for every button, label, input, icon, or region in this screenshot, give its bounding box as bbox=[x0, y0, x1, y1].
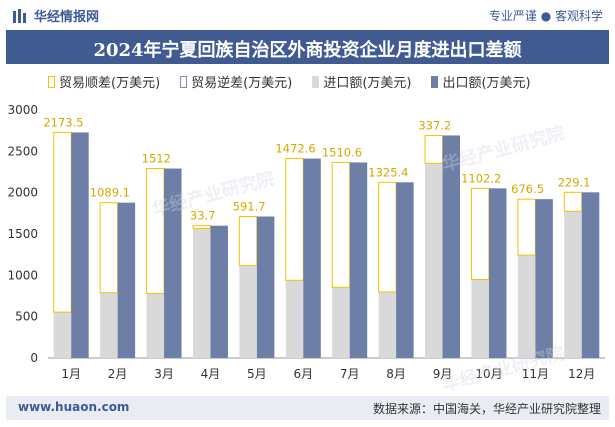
x-tick-label: 5月 bbox=[247, 367, 267, 381]
legend-swatch-surplus bbox=[48, 75, 55, 88]
bar-imports bbox=[100, 292, 118, 358]
title-bar: 2024年宁夏回族自治区外商投资企业月度进出口差额 bbox=[6, 30, 609, 64]
x-tick-label: 11月 bbox=[522, 367, 549, 381]
x-tick-label: 6月 bbox=[293, 367, 313, 381]
legend-swatch-deficit bbox=[180, 75, 188, 88]
bar-surplus bbox=[99, 202, 119, 294]
legend-item-exports: 出口额(万美元) bbox=[431, 72, 531, 91]
x-tick-label: 9月 bbox=[433, 367, 453, 381]
bar-surplus bbox=[53, 131, 72, 313]
bar-imports bbox=[425, 163, 443, 358]
bar-exports bbox=[442, 135, 461, 358]
x-tick-label: 3月 bbox=[154, 367, 174, 381]
y-tick-label: 1000 bbox=[7, 268, 38, 282]
bar-exports bbox=[535, 199, 553, 358]
data-label-surplus: 1089.1 bbox=[90, 186, 130, 200]
data-label-surplus: 2173.5 bbox=[43, 115, 83, 129]
y-tick-label: 3000 bbox=[7, 103, 38, 117]
x-tick-label: 10月 bbox=[475, 367, 502, 381]
data-label-surplus: 1472.6 bbox=[275, 142, 315, 156]
bar-exports bbox=[164, 168, 182, 358]
y-tick-label: 1500 bbox=[7, 227, 38, 241]
bar-imports bbox=[285, 280, 304, 358]
bar-exports bbox=[303, 158, 321, 358]
legend-label-deficit: 贸易逆差(万美元) bbox=[191, 76, 293, 91]
data-label-surplus: 229.1 bbox=[558, 175, 591, 189]
bar-exports bbox=[581, 192, 600, 358]
bar-surplus bbox=[563, 191, 583, 212]
x-tick-label: 8月 bbox=[386, 367, 406, 381]
chart-title: 2024年宁夏回族自治区外商投资企业月度进出口差额 bbox=[93, 40, 522, 61]
data-label-surplus: 1102.2 bbox=[461, 171, 501, 185]
data-label-surplus: 337.2 bbox=[418, 118, 451, 132]
legend-swatch-exports bbox=[431, 75, 439, 88]
data-label-surplus: 1325.4 bbox=[368, 165, 408, 179]
bar-exports bbox=[396, 182, 414, 358]
bar-surplus bbox=[331, 161, 351, 288]
data-source: 数据来源：中国海关，华经产业研究院整理 bbox=[372, 402, 601, 416]
x-tick-label: 4月 bbox=[201, 367, 221, 381]
x-tick-label: 1月 bbox=[61, 367, 81, 381]
bar-exports bbox=[349, 162, 368, 358]
legend-label-imports: 进口额(万美元) bbox=[323, 76, 412, 91]
bar-imports bbox=[471, 279, 489, 358]
bar-exports bbox=[210, 225, 228, 358]
bar-exports bbox=[256, 216, 275, 358]
bar-surplus bbox=[517, 198, 536, 256]
data-label-surplus: 1512 bbox=[142, 152, 171, 166]
legend-item-surplus: 贸易顺差(万美元) bbox=[48, 72, 160, 91]
bar-surplus bbox=[238, 215, 258, 266]
bar-surplus bbox=[378, 181, 397, 293]
bar-imports bbox=[53, 312, 72, 358]
bar-surplus bbox=[424, 134, 444, 164]
bar-exports bbox=[71, 132, 89, 358]
slogan: 专业严谨 ● 客观科学 bbox=[488, 9, 603, 23]
bar-imports bbox=[378, 291, 397, 358]
legend-item-imports: 进口额(万美元) bbox=[312, 72, 411, 91]
bar-imports bbox=[239, 265, 257, 358]
x-tick-label: 12月 bbox=[568, 367, 595, 381]
bar-exports bbox=[117, 202, 136, 358]
bar-surplus bbox=[146, 168, 165, 295]
bar-exports bbox=[488, 188, 507, 358]
bar-imports bbox=[146, 293, 165, 358]
legend-swatch-imports bbox=[312, 75, 320, 88]
data-label-surplus: 591.7 bbox=[233, 199, 266, 213]
brand-name: 华经情报网 bbox=[34, 10, 100, 25]
x-tick-label: 7月 bbox=[340, 367, 360, 381]
footer: www.huaon.com 数据来源：中国海关，华经产业研究院整理 bbox=[6, 396, 609, 420]
website-link[interactable]: www.huaon.com bbox=[18, 400, 130, 414]
y-tick-label: 500 bbox=[15, 310, 38, 324]
bar-imports bbox=[332, 287, 350, 358]
bar-imports bbox=[564, 211, 582, 358]
bar-imports bbox=[192, 228, 211, 358]
x-tick-label: 2月 bbox=[108, 367, 128, 381]
top-bar: 华经情报网 专业严谨 ● 客观科学 bbox=[0, 0, 615, 30]
logo-icon bbox=[13, 8, 26, 23]
bar-imports bbox=[517, 255, 536, 358]
bar-surplus bbox=[192, 225, 211, 229]
data-label-surplus: 33.7 bbox=[190, 209, 216, 223]
y-tick-label: 2000 bbox=[7, 186, 38, 200]
legend-label-exports: 出口额(万美元) bbox=[442, 76, 531, 91]
data-label-surplus: 1510.6 bbox=[322, 145, 362, 159]
legend-label-surplus: 贸易顺差(万美元) bbox=[59, 76, 161, 91]
bar-surplus bbox=[285, 158, 304, 281]
legend-item-deficit: 贸易逆差(万美元) bbox=[180, 72, 292, 91]
brand: 华经情报网 bbox=[12, 6, 99, 25]
y-tick-label: 2500 bbox=[7, 144, 38, 158]
legend: 贸易顺差(万美元) 贸易逆差(万美元) 进口额(万美元) 出口额(万美元) bbox=[48, 72, 551, 91]
data-label-surplus: 676.5 bbox=[511, 182, 544, 196]
y-tick-label: 0 bbox=[30, 351, 38, 365]
bar-surplus bbox=[470, 187, 490, 280]
